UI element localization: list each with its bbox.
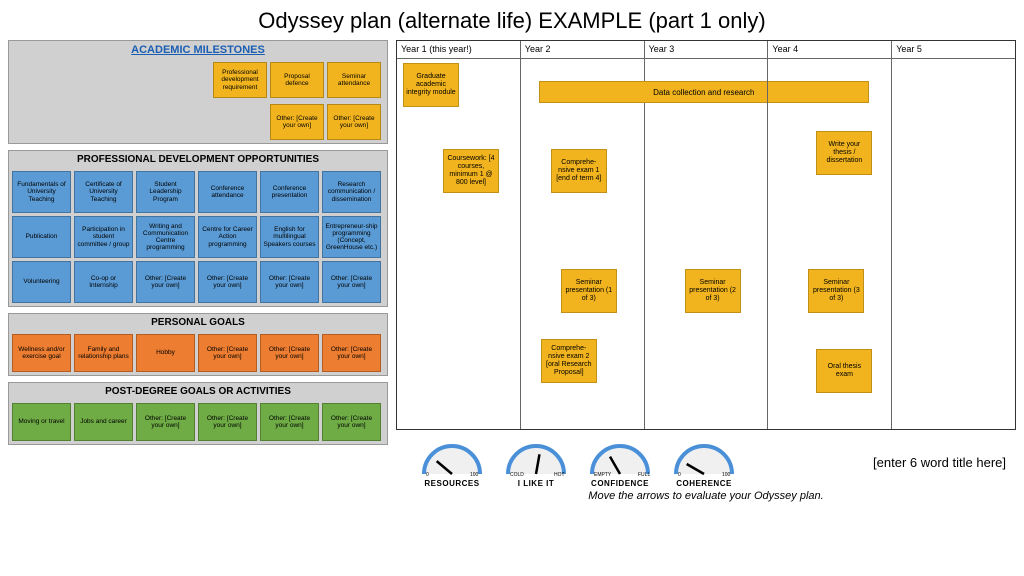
gauge-label: I LIKE IT xyxy=(518,479,555,488)
svg-text:FULL: FULL xyxy=(638,472,650,478)
academic-tile[interactable]: Professional development requirement xyxy=(213,62,267,98)
svg-text:HOT: HOT xyxy=(554,472,565,478)
svg-text:0: 0 xyxy=(426,472,429,478)
timeline-sticky[interactable]: Seminar presentation (1 of 3) xyxy=(561,269,617,313)
year-body: Write your thesis / dissertation Seminar … xyxy=(768,59,891,429)
prof-tile[interactable]: Publication xyxy=(12,216,71,258)
page-title: Odyssey plan (alternate life) EXAMPLE (p… xyxy=(0,0,1024,40)
prof-tile[interactable]: Research communication / dissemination xyxy=(322,171,381,213)
svg-text:COLD: COLD xyxy=(510,472,524,478)
post-tile[interactable]: Other: [Create your own] xyxy=(260,403,319,441)
gauge[interactable]: 0 100RESOURCES xyxy=(416,436,488,488)
gauge-caption: Move the arrows to evaluate your Odyssey… xyxy=(396,490,1016,502)
svg-text:100: 100 xyxy=(470,472,479,478)
year-col: Year 4 Write your thesis / dissertation Se… xyxy=(768,41,892,429)
prof-tile[interactable]: Certificate of University Teaching xyxy=(74,171,133,213)
prof-body: Fundamentals of University TeachingCerti… xyxy=(9,168,387,306)
gauge[interactable]: EMPTY FULLCONFIDENCE xyxy=(584,436,656,488)
year-col: Year 5 xyxy=(892,41,1015,429)
post-tile[interactable]: Other: [Create your own] xyxy=(136,403,195,441)
gauge-icon: EMPTY FULL xyxy=(584,436,656,478)
year-body xyxy=(892,59,1015,429)
main-layout: ACADEMIC MILESTONES Professional develop… xyxy=(0,40,1024,502)
year-label: Year 2 xyxy=(521,41,644,59)
personal-body: Wellness and/or exercise goalFamily and … xyxy=(9,331,387,375)
prof-tile[interactable]: Other: [Create your own] xyxy=(322,261,381,303)
svg-text:100: 100 xyxy=(722,472,731,478)
prof-tile[interactable]: English for multilingual Speakers course… xyxy=(260,216,319,258)
personal-tile[interactable]: Other: [Create your own] xyxy=(198,334,257,372)
prof-tile[interactable]: Conference attendance xyxy=(198,171,257,213)
timeline-sticky[interactable]: Coursework: [4 courses, minimum 1 @ 800 … xyxy=(443,149,499,193)
prof-tile[interactable]: Other: [Create your own] xyxy=(198,261,257,303)
timeline-grid: Year 1 (this year!)Graduate academic int… xyxy=(396,40,1016,430)
prof-tile[interactable]: Entrepreneur-ship programming (Concept, … xyxy=(322,216,381,258)
prof-tile[interactable]: Student Leadership Program xyxy=(136,171,195,213)
timeline-sticky[interactable]: Oral thesis exam xyxy=(816,349,872,393)
personal-tile[interactable]: Hobby xyxy=(136,334,195,372)
section-post: POST-DEGREE GOALS OR ACTIVITIES Moving o… xyxy=(8,382,388,445)
personal-tile[interactable]: Other: [Create your own] xyxy=(322,334,381,372)
year-label: Year 1 (this year!) xyxy=(397,41,520,59)
prof-tile[interactable]: Other: [Create your own] xyxy=(136,261,195,303)
post-tile[interactable]: Other: [Create your own] xyxy=(322,403,381,441)
year-col: Year 2Data collection and researchCompre… xyxy=(521,41,645,429)
prof-tile[interactable]: Writing and Communication Centre program… xyxy=(136,216,195,258)
academic-tile[interactable]: Other: [Create your own] xyxy=(270,104,324,140)
post-tile[interactable]: Moving or travel xyxy=(12,403,71,441)
gauge[interactable]: 0 100COHERENCE xyxy=(668,436,740,488)
gauge-label: COHERENCE xyxy=(676,479,732,488)
gauge-icon: 0 100 xyxy=(416,436,488,478)
right-panel: Year 1 (this year!)Graduate academic int… xyxy=(396,40,1016,502)
academic-tile[interactable]: Proposal defence xyxy=(270,62,324,98)
prof-tile[interactable]: Conference presentation xyxy=(260,171,319,213)
personal-header: PERSONAL GOALS xyxy=(9,314,387,331)
prof-tile[interactable]: Volunteering xyxy=(12,261,71,303)
timeline-sticky[interactable]: Write your thesis / dissertation xyxy=(816,131,872,175)
year-body: Seminar presentation (2 of 3) xyxy=(645,59,768,429)
post-header: POST-DEGREE GOALS OR ACTIVITIES xyxy=(9,383,387,400)
prof-tile[interactable]: Fundamentals of University Teaching xyxy=(12,171,71,213)
year-label: Year 5 xyxy=(892,41,1015,59)
post-tile[interactable]: Other: [Create your own] xyxy=(198,403,257,441)
academic-tile[interactable]: Other: [Create your own] xyxy=(327,104,381,140)
gauge-label: RESOURCES xyxy=(424,479,479,488)
gauge-icon: COLD HOT xyxy=(500,436,572,478)
gauges-row: 0100RESOURCESCOLDHOTI LIKE ITEMPTYFULLCO… xyxy=(396,430,1016,488)
gauge-label: CONFIDENCE xyxy=(591,479,649,488)
prof-tile[interactable]: Participation in student committee / gro… xyxy=(74,216,133,258)
year-body: Graduate academic integrity module Course… xyxy=(397,59,520,429)
personal-tile[interactable]: Wellness and/or exercise goal xyxy=(12,334,71,372)
timeline-sticky[interactable]: Seminar presentation (2 of 3) xyxy=(685,269,741,313)
year-label: Year 4 xyxy=(768,41,891,59)
left-panel: ACADEMIC MILESTONES Professional develop… xyxy=(8,40,388,502)
svg-text:0: 0 xyxy=(678,472,681,478)
gauge-icon: 0 100 xyxy=(668,436,740,478)
prof-tile[interactable]: Centre for Career Action programming xyxy=(198,216,257,258)
title-placeholder[interactable]: [enter 6 word title here] xyxy=(873,455,1006,470)
gauge[interactable]: COLD HOTI LIKE IT xyxy=(500,436,572,488)
timeline-sticky[interactable]: Comprehe-nsive exam 1 [end of term 4] xyxy=(551,149,607,193)
svg-text:EMPTY: EMPTY xyxy=(594,472,612,478)
year-label: Year 3 xyxy=(645,41,768,59)
academic-header: ACADEMIC MILESTONES xyxy=(9,41,387,59)
personal-tile[interactable]: Other: [Create your own] xyxy=(260,334,319,372)
timeline-sticky[interactable]: Graduate academic integrity module xyxy=(403,63,459,107)
year-col: Year 1 (this year!)Graduate academic int… xyxy=(397,41,521,429)
section-personal: PERSONAL GOALS Wellness and/or exercise … xyxy=(8,313,388,376)
prof-tile[interactable]: Co-op or Internship xyxy=(74,261,133,303)
timeline-sticky[interactable]: Seminar presentation (3 of 3) xyxy=(808,269,864,313)
post-body: Moving or travelJobs and careerOther: [C… xyxy=(9,400,387,444)
prof-header: PROFESSIONAL DEVELOPMENT OPPORTUNITIES xyxy=(9,151,387,168)
prof-tile[interactable]: Other: [Create your own] xyxy=(260,261,319,303)
personal-tile[interactable]: Family and relationship plans xyxy=(74,334,133,372)
year-body: Data collection and researchComprehe-nsi… xyxy=(521,59,644,429)
year-col: Year 3 Seminar presentation (2 of 3) xyxy=(645,41,769,429)
section-academic: ACADEMIC MILESTONES Professional develop… xyxy=(8,40,388,144)
academic-body: Professional development requirementProp… xyxy=(9,59,387,143)
timeline-sticky[interactable]: Comprehe-nsive exam 2 [oral Research Pro… xyxy=(541,339,597,383)
academic-tile[interactable]: Seminar attendance xyxy=(327,62,381,98)
section-prof: PROFESSIONAL DEVELOPMENT OPPORTUNITIES F… xyxy=(8,150,388,307)
post-tile[interactable]: Jobs and career xyxy=(74,403,133,441)
